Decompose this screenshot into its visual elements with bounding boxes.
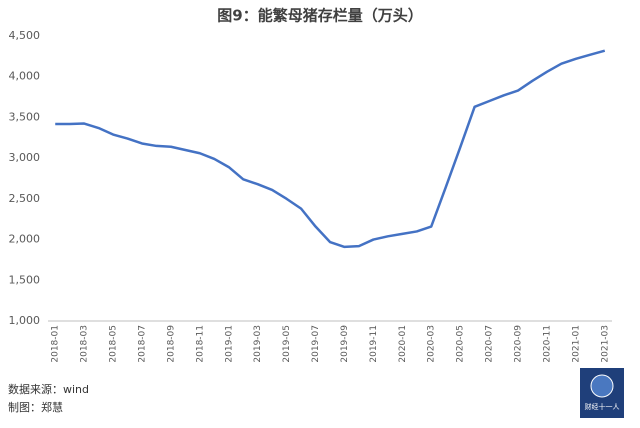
x-tick-label: 2020-03 — [427, 325, 437, 363]
x-tick-label: 2020-07 — [485, 325, 495, 363]
x-tick-label: 2021-03 — [600, 325, 610, 363]
x-tick-label: 2018-07 — [138, 325, 148, 363]
y-tick-label: 1,000 — [9, 314, 41, 327]
x-tick-label: 2019-05 — [282, 325, 292, 363]
logo-globe — [590, 374, 614, 398]
y-tick-label: 4,500 — [9, 29, 41, 42]
x-tick-label: 2018-09 — [166, 325, 176, 363]
x-tick-label: 2020-01 — [398, 325, 408, 363]
x-tick-label: 2020-05 — [456, 325, 466, 363]
x-tick-label: 2020-09 — [514, 325, 524, 363]
x-tick-label: 2018-03 — [80, 325, 90, 363]
x-tick-label: 2019-03 — [253, 325, 263, 363]
x-tick-label: 2019-01 — [224, 325, 234, 363]
x-tick-label: 2019-09 — [340, 325, 350, 363]
x-tick-label: 2019-11 — [369, 325, 379, 363]
y-tick-label: 1,500 — [9, 273, 41, 286]
logo-text: 财经十一人 — [585, 402, 620, 411]
y-tick-label: 3,500 — [9, 110, 41, 123]
x-tick-label: 2018-05 — [109, 325, 119, 363]
x-tick-label: 2019-07 — [311, 325, 321, 363]
x-tick-label: 2021-01 — [571, 325, 581, 363]
x-tick-label: 2018-01 — [51, 325, 61, 363]
source-note: 数据来源：wind — [8, 382, 89, 396]
y-tick-label: 3,000 — [9, 151, 41, 164]
data-line — [55, 49, 606, 249]
y-tick-label: 4,000 — [9, 70, 41, 83]
y-tick-label: 2,500 — [9, 192, 41, 205]
y-tick-label: 2,000 — [9, 233, 41, 246]
logo: 财经十一人 — [580, 368, 624, 418]
chart-title: 图9：能繁母猪存栏量（万头） — [217, 7, 422, 25]
x-tick-label: 2018-11 — [195, 325, 205, 363]
x-tick-label: 2020-11 — [542, 325, 552, 363]
author-note: 制图：郑慧 — [8, 400, 63, 414]
